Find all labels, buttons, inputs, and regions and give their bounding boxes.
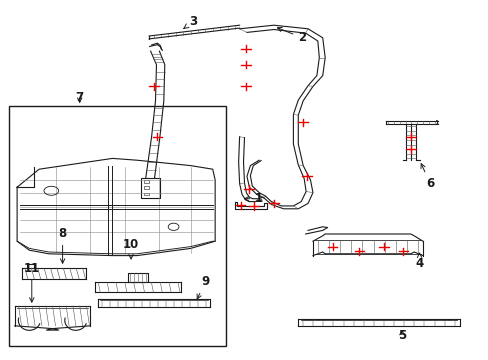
Text: 9: 9	[197, 275, 209, 299]
Text: 2: 2	[277, 27, 305, 44]
Text: 7: 7	[76, 91, 83, 104]
Text: 1: 1	[244, 192, 263, 205]
Bar	[9, 106, 225, 346]
Text: 4: 4	[415, 253, 423, 270]
Bar	[141, 178, 160, 198]
Bar	[144, 193, 149, 195]
Text: 6: 6	[420, 164, 433, 190]
Bar	[144, 180, 149, 183]
Bar	[144, 186, 149, 189]
Text: 8: 8	[59, 227, 66, 263]
Text: 5: 5	[397, 329, 405, 342]
Text: 10: 10	[122, 238, 139, 259]
Text: 3: 3	[183, 15, 197, 28]
Text: 11: 11	[23, 262, 40, 302]
